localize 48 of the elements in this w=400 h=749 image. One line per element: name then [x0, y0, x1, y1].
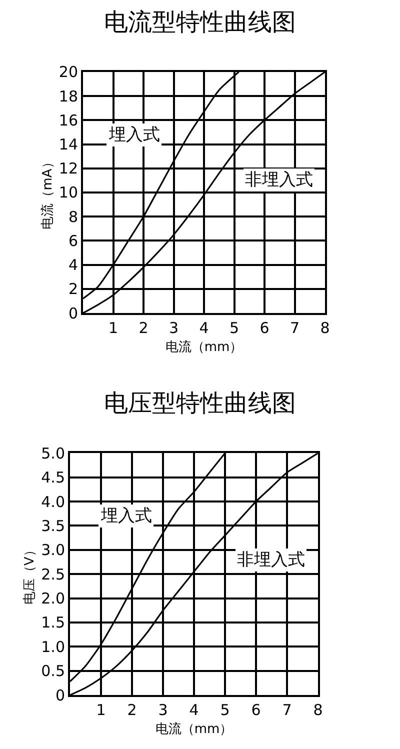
chart-title: 电流型特性曲线图 — [104, 8, 296, 36]
y-tick-label: 10 — [58, 184, 78, 202]
x-tick-label: 6 — [260, 319, 270, 338]
y-tick-label: 0 — [55, 686, 65, 704]
y-tick-label: 8 — [68, 208, 78, 226]
series-label: 埋入式 — [108, 125, 160, 145]
x-tick-label: 5 — [229, 319, 240, 338]
y-tick-label: 4 — [68, 256, 78, 274]
x-tick-label: 8 — [320, 319, 330, 338]
y-tick-label: 12 — [58, 160, 78, 178]
y-tick-label: 3.0 — [41, 541, 65, 560]
y-tick-label: 4.5 — [41, 468, 65, 487]
y-tick-label: 2.5 — [41, 565, 65, 584]
chart-title: 电压型特性曲线图 — [104, 389, 296, 417]
series-label: 非埋入式 — [237, 550, 305, 570]
y-axis-title: 电压（V） — [22, 544, 38, 605]
y-tick-label: 6 — [68, 232, 78, 250]
x-tick-label: 1 — [96, 701, 106, 720]
y-tick-label: 18 — [58, 87, 78, 106]
x-tick-label: 6 — [251, 701, 261, 720]
x-tick-label: 4 — [199, 319, 209, 338]
y-tick-label: 14 — [58, 136, 78, 154]
x-tick-label: 7 — [290, 319, 300, 338]
y-tick-label: 1.0 — [41, 638, 65, 656]
y-tick-label: 3.5 — [41, 516, 65, 535]
y-tick-label: 1.5 — [41, 614, 65, 632]
y-tick-label: 20 — [58, 63, 78, 82]
x-axis-title: 电流（mm） — [155, 721, 233, 738]
y-tick-label: 2.0 — [41, 590, 65, 608]
series-label: 非埋入式 — [245, 170, 313, 190]
x-tick-label: 5 — [220, 701, 230, 720]
y-tick-label: 4.0 — [41, 492, 65, 511]
x-tick-label: 7 — [282, 701, 292, 720]
x-tick-label: 1 — [108, 319, 118, 338]
x-axis-title: 电流（mm） — [165, 339, 243, 356]
x-tick-label: 2 — [127, 701, 137, 720]
y-tick-label: 2 — [68, 280, 78, 298]
x-tick-label: 3 — [168, 319, 179, 338]
x-tick-label: 2 — [138, 319, 148, 338]
series-label: 埋入式 — [100, 506, 152, 526]
y-axis-title: 电流（mA） — [39, 156, 56, 230]
x-tick-label: 4 — [189, 701, 199, 720]
y-tick-label: 5.0 — [41, 444, 65, 462]
x-tick-label: 3 — [158, 701, 168, 720]
x-tick-label: 8 — [313, 701, 323, 720]
y-tick-label: 0.5 — [41, 662, 65, 680]
y-tick-label: 0 — [68, 304, 78, 322]
y-tick-label: 16 — [58, 111, 78, 130]
